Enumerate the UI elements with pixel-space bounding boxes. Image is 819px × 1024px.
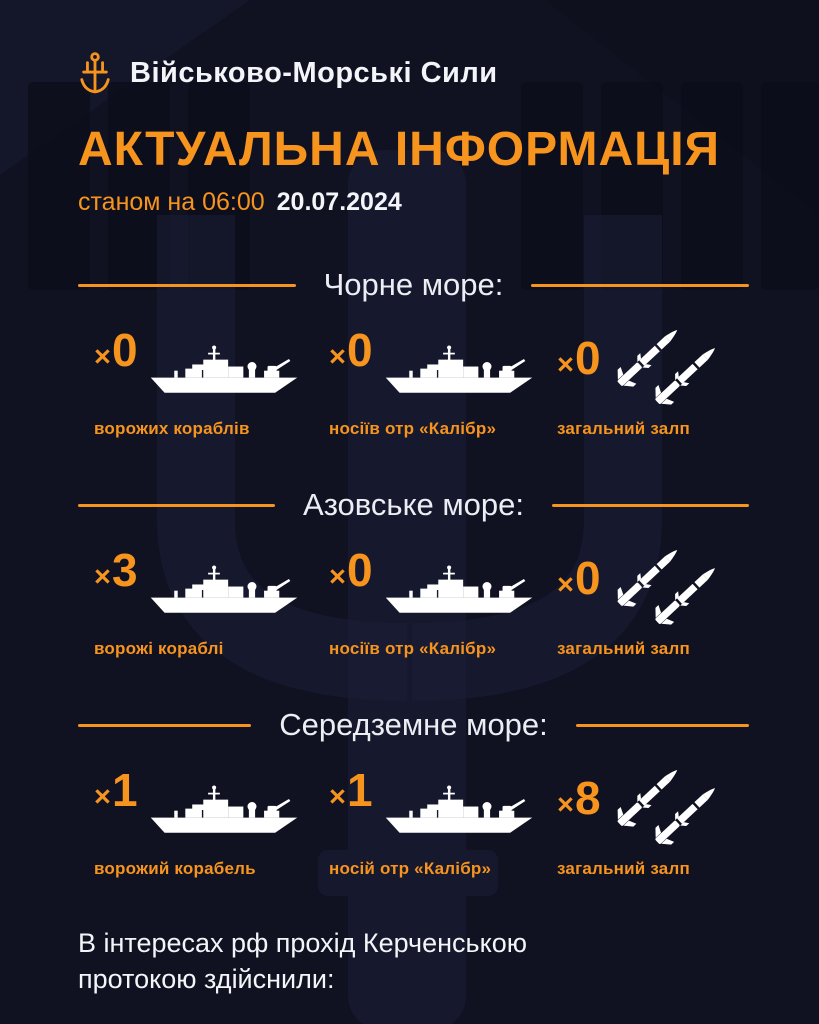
missiles-icon <box>611 543 729 635</box>
section-title: Середземне море: <box>279 707 548 742</box>
stats-row-azov-sea: × 3 ворожі кораблі × 0 носіїв отр «Калібр»… <box>94 545 749 659</box>
warship-icon <box>385 565 532 613</box>
divider-line <box>78 503 276 507</box>
stat-figure: × 8 <box>557 765 749 851</box>
kerch-total: 4 <box>591 1023 608 1024</box>
times-sign: × <box>94 781 111 813</box>
times-sign: × <box>94 561 111 593</box>
stat-total-salvo: × 8 загальний залп <box>557 765 749 879</box>
stat-kalibr-carriers: × 0 носіїв отр «Калібр» <box>329 325 557 439</box>
kerch-intro-line2: протокою здійснили: <box>78 964 335 995</box>
section-header-black-sea: Чорне море: <box>78 267 750 303</box>
header: Військово-Морські Сили <box>78 0 749 96</box>
stat-count: × 3 <box>94 547 138 593</box>
kerch-sea-line: Чорне море: 7 <box>78 1022 368 1024</box>
stat-label: носіїв отр «Калібр» <box>329 639 497 658</box>
times-sign: × <box>329 341 346 373</box>
count-number: 0 <box>111 324 138 376</box>
kerch-intro: В інтересах рф прохід Керченською проток… <box>78 925 749 998</box>
warship-icon <box>150 565 297 613</box>
times-sign: × <box>557 349 574 381</box>
stat-total-salvo: × 0 загальний залп <box>557 545 749 659</box>
stat-label: ворожі кораблі <box>94 639 224 658</box>
divider-line <box>575 723 749 727</box>
stat-figure: × 0 <box>329 545 557 631</box>
kerch-strait-summary: В інтересах рф прохід Керченською проток… <box>78 925 749 1024</box>
times-sign: × <box>557 789 574 821</box>
page-title: АКТУАЛЬНА ІНФОРМАЦІЯ <box>78 123 721 176</box>
times-sign: × <box>329 561 346 593</box>
stat-count: × 0 <box>557 555 601 601</box>
stat-enemy-ships: × 0 ворожих кораблів <box>94 325 329 439</box>
stat-count: × 0 <box>94 327 138 373</box>
stat-enemy-ships: × 1 ворожий корабель <box>94 765 329 879</box>
count-number: 0 <box>574 552 601 604</box>
count-number: 8 <box>574 772 601 824</box>
kerch-total: 7 <box>227 1023 244 1024</box>
stat-enemy-ships: × 3 ворожі кораблі <box>94 545 329 659</box>
stat-figure: × 1 <box>329 765 557 851</box>
kerch-entry-black-sea: Чорне море: 7 З них5продовжили рух у нап… <box>78 1022 368 1024</box>
stat-figure: × 3 <box>94 545 329 631</box>
section-title: Азовське море: <box>303 487 524 522</box>
divider-line <box>551 503 749 507</box>
subtitle: станом на 06:00 20.07.2024 <box>78 188 749 217</box>
stat-label: загальний залп <box>557 419 690 438</box>
times-sign: × <box>329 781 346 813</box>
anchor-trident-icon <box>80 52 110 94</box>
section-title: Чорне море: <box>323 267 504 302</box>
stat-kalibr-carriers: × 1 носій отр «Калібр» <box>329 765 557 879</box>
stat-label: ворожий корабель <box>94 859 256 878</box>
kerch-sea-line: Азовське море: 4 <box>410 1022 735 1024</box>
stat-count: × 0 <box>329 547 373 593</box>
stat-label: загальний залп <box>557 639 690 658</box>
section-header-mediterranean-sea: Середземне море: <box>78 707 749 743</box>
warship-icon <box>150 345 297 393</box>
count-number: 1 <box>111 764 138 816</box>
missiles-icon <box>611 763 729 855</box>
missiles-icon <box>611 323 729 415</box>
stat-figure: × 0 <box>557 545 749 631</box>
stats-row-mediterranean-sea: × 1 ворожий корабель × 1 носій отр «Калібр… <box>94 765 749 879</box>
section-header-azov-sea: Азовське море: <box>78 487 749 523</box>
warship-icon <box>385 345 532 393</box>
stat-count: × 1 <box>94 767 138 813</box>
report-date: 20.07.2024 <box>276 188 402 216</box>
count-number: 0 <box>346 544 373 596</box>
stat-label: носіїв отр «Калібр» <box>329 419 497 438</box>
stat-figure: × 1 <box>94 765 329 851</box>
warship-icon <box>150 785 297 833</box>
kerch-entry-azov-sea: Азовське море: 4 З них4рухались з проток… <box>410 1022 735 1024</box>
divider-line <box>78 283 296 287</box>
warship-icon <box>385 785 532 833</box>
stat-count: × 8 <box>557 775 601 821</box>
stat-count: × 1 <box>329 767 373 813</box>
as-of-label: станом на 06:00 <box>78 188 265 216</box>
kerch-stats: Чорне море: 7 З них5продовжили рух у нап… <box>78 1022 749 1024</box>
org-name: Військово-Морські Сили <box>130 56 498 89</box>
times-sign: × <box>94 341 111 373</box>
stat-total-salvo: × 0 загальний залп <box>557 325 749 439</box>
count-number: 0 <box>346 324 373 376</box>
stat-label: загальний залп <box>557 859 690 878</box>
stat-kalibr-carriers: × 0 носіїв отр «Калібр» <box>329 545 557 659</box>
stats-row-black-sea: × 0 ворожих кораблів × 0 носіїв отр «Каліб… <box>94 325 749 439</box>
stat-figure: × 0 <box>94 325 329 411</box>
stat-figure: × 0 <box>329 325 557 411</box>
stat-label: ворожих кораблів <box>94 419 250 438</box>
stat-count: × 0 <box>557 335 601 381</box>
stat-figure: × 0 <box>557 325 749 411</box>
count-number: 3 <box>111 544 138 596</box>
kerch-intro-line1: В інтересах рф прохід Керченською <box>78 928 527 958</box>
divider-line <box>78 723 252 727</box>
times-sign: × <box>557 569 574 601</box>
stat-label: носій отр «Калібр» <box>329 859 492 878</box>
count-number: 0 <box>574 332 601 384</box>
stat-count: × 0 <box>329 327 373 373</box>
count-number: 1 <box>346 764 373 816</box>
divider-line <box>531 283 750 287</box>
